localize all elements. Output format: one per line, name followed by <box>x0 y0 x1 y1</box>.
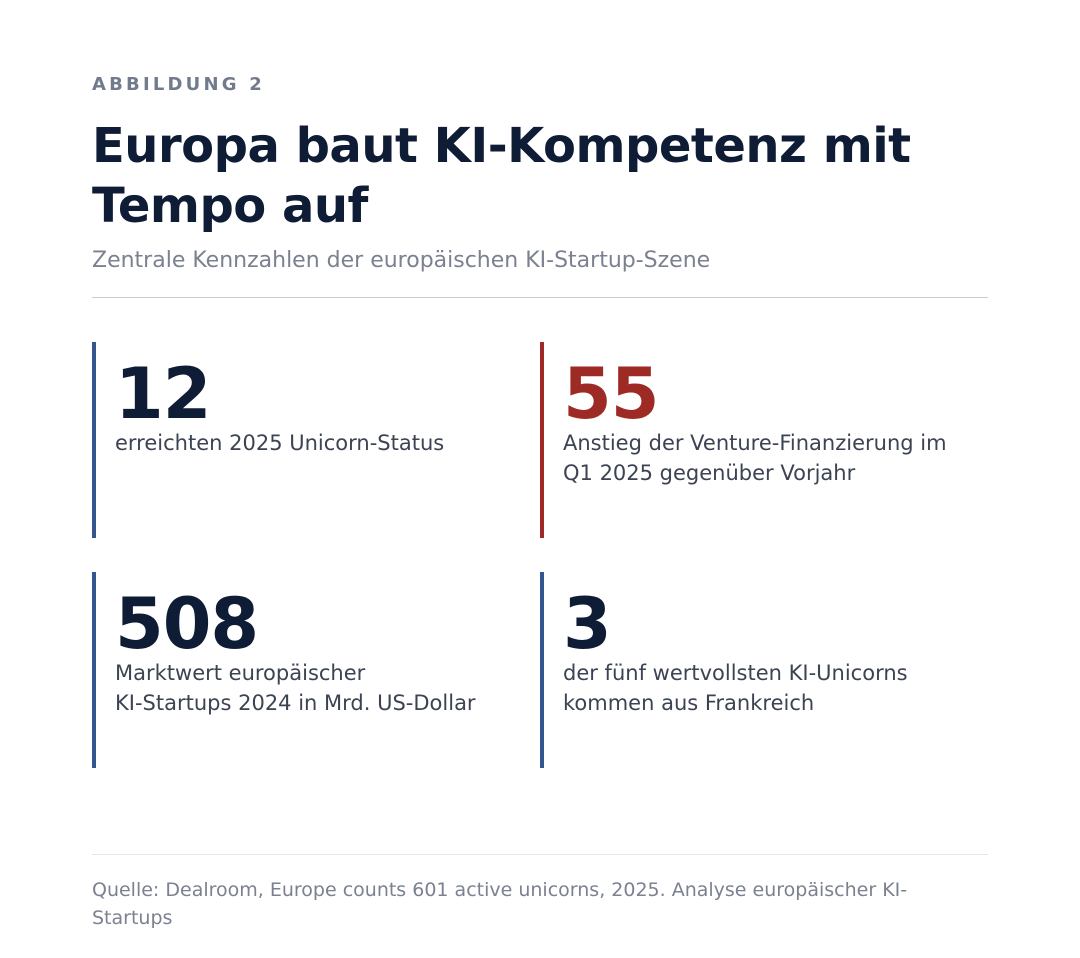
stat-description: der fünf wertvollsten KI-Unicorns kommen… <box>563 661 908 715</box>
page-title: Europa baut KI-Kompetenz mit Tempo auf <box>92 118 911 234</box>
stat-description: erreichten 2025 Unicorn-Status <box>115 431 445 455</box>
stat-card-market-value: 508 Marktwert europäischer KI-Startups 2… <box>92 572 492 768</box>
header-divider <box>92 297 988 298</box>
stat-description: Anstieg der Venture-Finanzierung im Q1 2… <box>563 431 947 485</box>
stat-value: 3 <box>563 583 612 665</box>
stat-value: 12 <box>115 353 211 435</box>
page-subtitle: Zentrale Kennzahlen der europäischen KI-… <box>92 248 711 273</box>
stat-value: 508 <box>115 583 259 665</box>
source-note: Quelle: Dealroom, Europe counts 601 acti… <box>92 879 908 929</box>
stat-card-france-unicorns: 3 der fünf wertvollsten KI-Unicorns komm… <box>540 572 988 768</box>
stat-card-venture-funding: 55 Anstieg der Venture-Finanzierung im Q… <box>540 342 988 538</box>
figure-label: ABBILDUNG 2 <box>92 74 265 95</box>
stat-description: Marktwert europäischer KI-Startups 2024 … <box>115 661 476 715</box>
stat-card-unicorns: 12 erreichten 2025 Unicorn-Status <box>92 342 492 538</box>
stat-value: 55 <box>563 353 659 435</box>
footer-divider <box>92 854 988 855</box>
